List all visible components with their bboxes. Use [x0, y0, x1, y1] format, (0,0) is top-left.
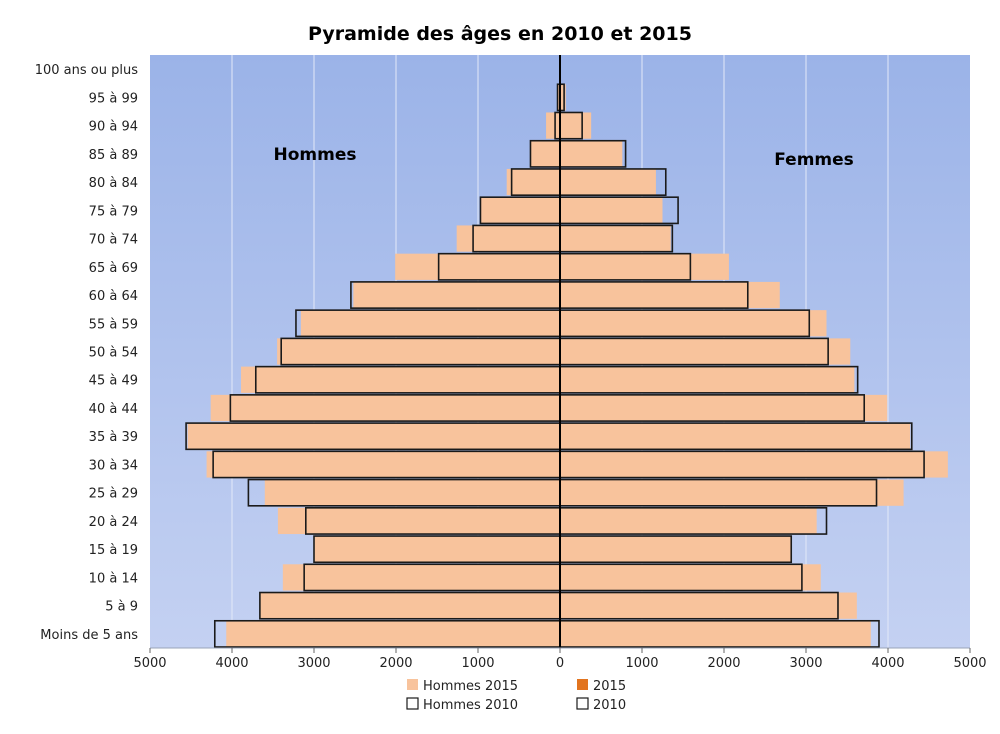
bar-hommes-2015 — [277, 507, 560, 535]
bar-2015 — [560, 338, 851, 365]
y-tick-label: 55 à 59 — [89, 317, 138, 332]
y-tick-label: 50 à 54 — [89, 346, 138, 361]
bar-2015 — [560, 253, 729, 280]
bar-2015 — [560, 536, 792, 563]
bar-hommes-2015 — [314, 536, 560, 563]
bar-hommes-2015 — [557, 84, 560, 111]
y-tick-label: 60 à 64 — [89, 289, 138, 304]
bar-hommes-2015 — [187, 423, 560, 450]
bars-filled-2015 — [187, 84, 948, 647]
legend-label: 2015 — [593, 679, 626, 694]
y-axis-labels: Moins de 5 ans 5 à 9 10 à 14 15 à 19 20 à 24… — [35, 63, 138, 643]
bar-2015 — [560, 197, 663, 224]
bar-hommes-2015 — [353, 281, 560, 309]
bar-2015 — [560, 140, 623, 167]
chart-title: Pyramide des âges en 2010 et 2015 — [308, 23, 692, 45]
bar-hommes-2015 — [456, 225, 560, 252]
bar-hommes-2015 — [277, 338, 560, 365]
bar-2015 — [560, 84, 566, 111]
bar-hommes-2015 — [506, 168, 560, 196]
bar-2015 — [560, 310, 827, 337]
legend-label: 2010 — [593, 698, 626, 713]
bar-2015 — [560, 225, 671, 252]
y-tick-label: 80 à 84 — [89, 176, 138, 191]
x-tick-label: 4000 — [215, 656, 248, 671]
y-tick-label: 90 à 94 — [89, 120, 138, 135]
bar-hommes-2015 — [264, 479, 560, 506]
x-tick-label: 3000 — [297, 656, 330, 671]
bar-2015 — [560, 281, 780, 309]
bar-hommes-2015 — [395, 253, 560, 280]
y-tick-label: 15 à 19 — [89, 543, 138, 558]
bar-2015 — [560, 423, 911, 450]
bar-2015 — [560, 507, 817, 535]
y-tick-label: Moins de 5 ans — [40, 628, 138, 643]
bar-hommes-2015 — [210, 394, 560, 422]
x-tick-label: 1000 — [461, 656, 494, 671]
x-tick-label: 5000 — [133, 656, 166, 671]
y-tick-label: 10 à 14 — [89, 571, 138, 586]
x-tick-label: 2000 — [707, 656, 740, 671]
y-tick-label: 25 à 29 — [89, 487, 138, 502]
bar-hommes-2015 — [206, 451, 560, 478]
y-tick-label: 70 à 74 — [89, 233, 138, 248]
y-tick-label: 85 à 89 — [89, 148, 138, 163]
y-tick-label: 75 à 79 — [89, 204, 138, 219]
annotation-hommes: Hommes — [274, 145, 357, 165]
x-tick-label: 0 — [556, 656, 564, 671]
x-tick-label: 4000 — [871, 656, 904, 671]
bar-hommes-2015 — [259, 592, 560, 619]
bar-2015 — [560, 112, 592, 139]
bar-2015 — [560, 366, 855, 393]
annotation-femmes: Femmes — [774, 150, 854, 170]
bar-2015 — [560, 168, 656, 196]
bar-hommes-2015 — [226, 620, 560, 647]
bar-hommes-2015 — [241, 366, 560, 393]
bar-hommes-2015 — [546, 112, 560, 139]
legend-swatch — [406, 697, 419, 710]
bar-hommes-2015 — [282, 564, 560, 591]
legend-label: Hommes 2015 — [423, 679, 518, 694]
bar-2015 — [560, 564, 821, 591]
y-tick-label: 100 ans ou plus — [35, 63, 138, 78]
legend-swatch — [407, 679, 418, 690]
y-tick-label: 35 à 39 — [89, 430, 138, 445]
x-tick-label: 5000 — [953, 656, 986, 671]
legend-swatch — [577, 679, 588, 690]
bar-hommes-2015 — [480, 197, 560, 224]
y-tick-label: 45 à 49 — [89, 374, 138, 389]
y-tick-label: 20 à 24 — [89, 515, 138, 530]
bar-2015 — [560, 479, 904, 506]
legend-swatch — [576, 697, 589, 710]
y-tick-label: 5 à 9 — [105, 600, 138, 615]
bar-2015 — [560, 592, 857, 619]
y-tick-label: 40 à 44 — [89, 402, 138, 417]
y-tick-label: 30 à 34 — [89, 458, 138, 473]
bars-outline-2010 — [150, 55, 970, 649]
y-tick-label: 95 à 99 — [89, 91, 138, 106]
bar-hommes-2015 — [300, 310, 560, 337]
legend: Hommes 2015 2015 Hommes 2010 2010 — [406, 679, 626, 713]
legend-label: Hommes 2010 — [423, 698, 518, 713]
bar-2015 — [560, 620, 871, 647]
x-tick-label: 3000 — [789, 656, 822, 671]
x-axis-labels: 5000 4000 3000 2000 1000 0 1000 2000 3000 4000 500… — [133, 648, 987, 671]
y-tick-label: 65 à 69 — [89, 261, 138, 276]
bar-2015 — [560, 451, 948, 478]
bar-2015 — [560, 394, 888, 422]
bar-hommes-2015 — [530, 140, 560, 167]
x-tick-label: 2000 — [379, 656, 412, 671]
x-tick-label: 1000 — [625, 656, 658, 671]
